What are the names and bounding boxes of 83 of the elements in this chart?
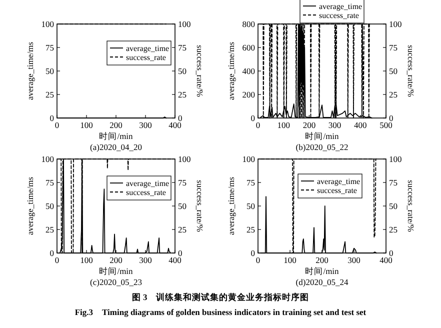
y2-tick-label: 0 bbox=[178, 113, 182, 123]
y2-tick-label: 100 bbox=[389, 154, 402, 164]
y2-tick-label: 25 bbox=[178, 224, 186, 234]
y-tick-label: 200 bbox=[242, 90, 255, 100]
y-tick-label: 100 bbox=[41, 154, 54, 164]
x-tick-label: 200 bbox=[110, 120, 122, 130]
legend-label: success_rate bbox=[126, 53, 166, 62]
x-tick-label: 300 bbox=[139, 120, 152, 130]
y-tick-label: 0 bbox=[250, 113, 255, 123]
legend-label: success_rate bbox=[317, 186, 358, 195]
y2-tick-label: 25 bbox=[389, 90, 398, 100]
x-tick-label: 100 bbox=[284, 255, 296, 265]
x-axis-title: 时间/min bbox=[99, 131, 134, 141]
x-tick-label: 400 bbox=[168, 120, 182, 130]
x-tick-label: 200 bbox=[302, 120, 316, 130]
y2-axis-title: success_rate/% bbox=[195, 45, 205, 97]
y-tick-label: 400 bbox=[242, 66, 255, 76]
y2-tick-label: 50 bbox=[178, 66, 186, 76]
y2-tick-label: 25 bbox=[178, 90, 186, 100]
y-axis-title: average_time/ms bbox=[226, 176, 236, 236]
x-axis-title: 时间/min bbox=[99, 266, 134, 276]
y-tick-label: 0 bbox=[250, 248, 255, 258]
y-tick-label: 25 bbox=[46, 224, 54, 234]
y-tick-label: 50 bbox=[246, 201, 255, 211]
legend-label: success_rate bbox=[126, 188, 166, 197]
y2-axis-title: success_rate/% bbox=[406, 180, 416, 232]
x-tick-label: 400 bbox=[380, 255, 392, 265]
x-tick-label: 100 bbox=[80, 120, 93, 130]
x-tick-label: 500 bbox=[380, 120, 392, 130]
text: (d)2020_05_24 bbox=[296, 277, 349, 287]
x-tick-label: 300 bbox=[348, 255, 360, 265]
y2-tick-label: 75 bbox=[389, 178, 398, 188]
x-tick-label: 400 bbox=[354, 120, 367, 130]
y2-tick-label: 75 bbox=[178, 42, 186, 52]
y2-tick-label: 0 bbox=[178, 248, 182, 258]
y-axis-title: average_time/ms bbox=[25, 42, 35, 100]
y-tick-label: 100 bbox=[41, 19, 54, 29]
y-tick-label: 75 bbox=[46, 42, 54, 52]
text: (b)2020_05_22 bbox=[296, 142, 348, 152]
y2-tick-label: 100 bbox=[389, 19, 402, 29]
x-tick-label: 100 bbox=[277, 120, 290, 130]
y-tick-label: 0 bbox=[50, 248, 54, 258]
y-tick-label: 25 bbox=[46, 90, 54, 100]
y2-tick-label: 0 bbox=[389, 113, 394, 123]
y-tick-label: 50 bbox=[46, 66, 54, 76]
caption: Fig.3 Timing diagrams of golden business indicators in training set and test set bbox=[74, 307, 366, 317]
x-tick-label: 400 bbox=[168, 255, 182, 265]
y2-tick-label: 50 bbox=[178, 201, 186, 211]
y2-tick-label: 50 bbox=[389, 66, 398, 76]
caption: 图 3 训练集和测试集的黄金业务指标时序图 bbox=[132, 292, 310, 302]
x-tick-label: 300 bbox=[139, 255, 152, 265]
y-tick-label: 75 bbox=[46, 178, 54, 188]
x-tick-label: 100 bbox=[80, 255, 93, 265]
y2-axis-title: success_rate/% bbox=[406, 45, 416, 97]
text: (a)2020_04_20 bbox=[90, 142, 142, 152]
x-tick-label: 200 bbox=[110, 255, 122, 265]
x-axis-title: 时间/min bbox=[305, 266, 340, 276]
y-axis-title: average_time/ms bbox=[25, 176, 35, 236]
y2-tick-label: 75 bbox=[389, 42, 398, 52]
legend-label: average_time bbox=[126, 179, 170, 188]
y-tick-label: 0 bbox=[50, 113, 54, 123]
legend-label: average_time bbox=[319, 2, 363, 11]
text: (c)2020_05_23 bbox=[90, 277, 142, 287]
y2-tick-label: 75 bbox=[178, 178, 186, 188]
y-tick-label: 75 bbox=[246, 178, 255, 188]
legend-label: average_time bbox=[126, 44, 170, 53]
y2-tick-label: 100 bbox=[178, 19, 191, 29]
y2-tick-label: 0 bbox=[389, 248, 394, 258]
legend-label: success_rate bbox=[319, 11, 360, 20]
legend-label: average_time bbox=[317, 177, 361, 186]
y-tick-label: 800 bbox=[242, 19, 255, 29]
x-tick-label: 300 bbox=[328, 120, 342, 130]
y2-tick-label: 50 bbox=[389, 201, 398, 211]
y-tick-label: 600 bbox=[242, 42, 255, 52]
y2-tick-label: 25 bbox=[389, 224, 398, 234]
y2-tick-label: 100 bbox=[178, 154, 191, 164]
y-tick-label: 100 bbox=[242, 154, 255, 164]
y-axis-title: average_time/ms bbox=[226, 42, 236, 100]
y-tick-label: 50 bbox=[46, 201, 54, 211]
x-tick-label: 200 bbox=[316, 255, 328, 265]
x-axis-title: 时间/min bbox=[305, 131, 340, 141]
y2-axis-title: success_rate/% bbox=[195, 180, 205, 232]
y-tick-label: 25 bbox=[246, 224, 255, 234]
